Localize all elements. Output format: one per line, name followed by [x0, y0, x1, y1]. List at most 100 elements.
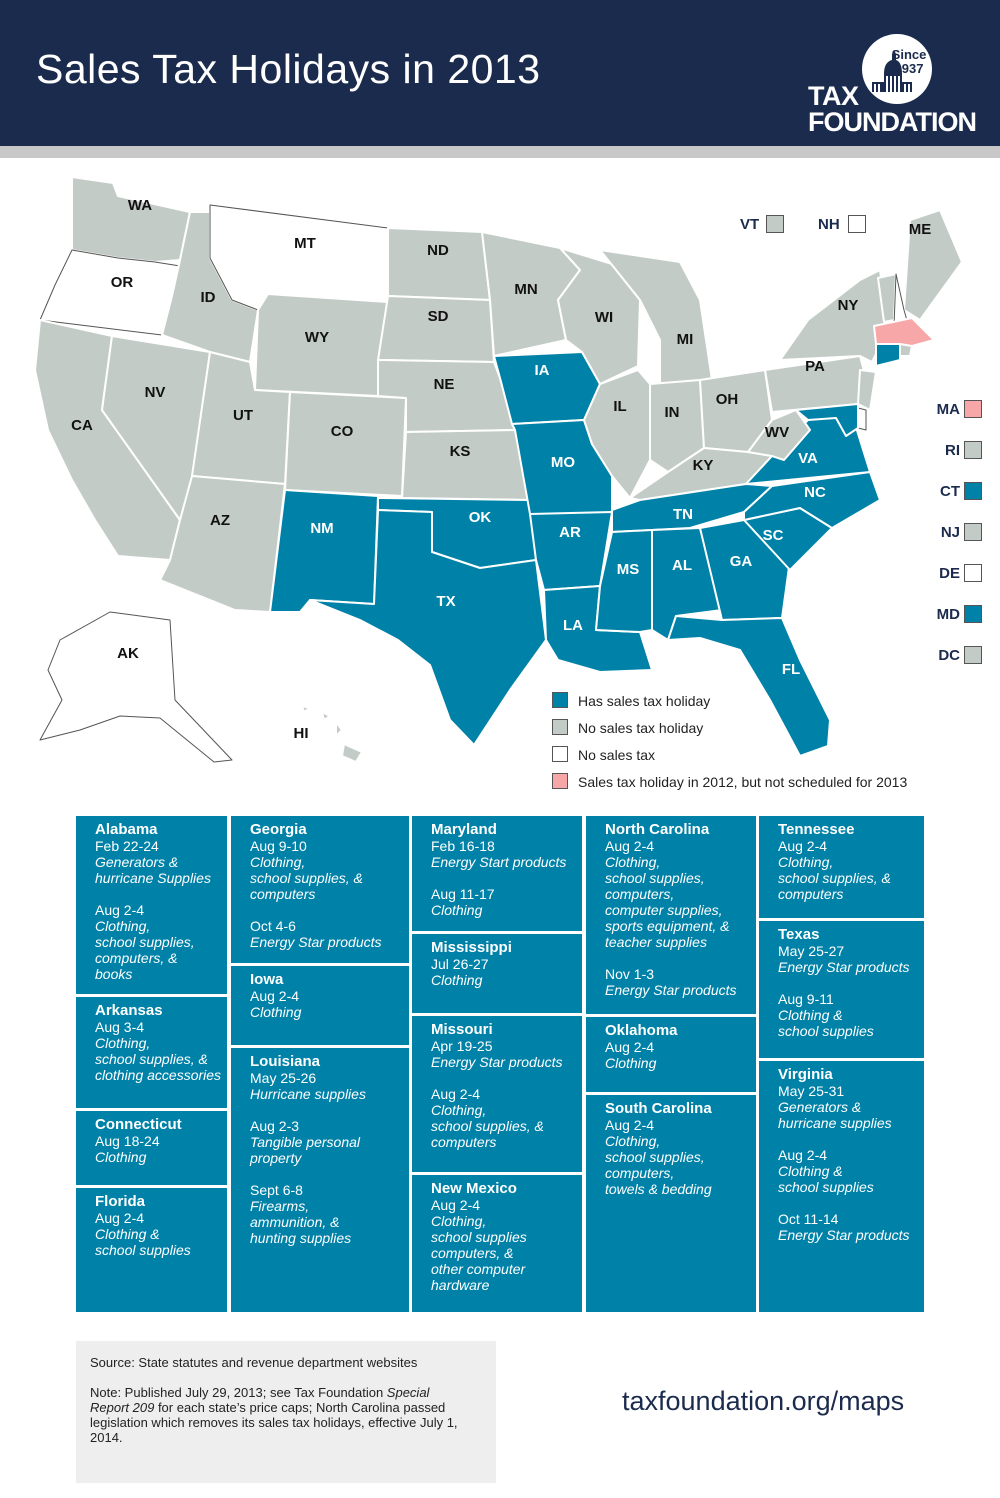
state-label-WI: WI — [595, 309, 613, 326]
state-label-HI: HI — [294, 725, 309, 742]
holiday-date: Aug 2-4 — [431, 1086, 481, 1102]
state-label-NY: NY — [838, 297, 859, 314]
page-title: Sales Tax Holidays in 2013 — [36, 46, 541, 92]
state-label-KS: KS — [450, 443, 471, 460]
holiday-date: May 25-31 — [778, 1083, 845, 1099]
state-label-WY: WY — [305, 329, 329, 346]
state-labels: WA OR CA NV ID MT WY UT AZ CO NM ND SD NE KS OK TX MN IA MO… — [71, 197, 931, 742]
swatch-label: DC — [938, 647, 960, 664]
holiday-item: school supplies, & — [778, 870, 891, 886]
holiday-item: Clothing — [431, 902, 483, 918]
state-KS[interactable] — [401, 429, 531, 501]
state-label-NE: NE — [434, 376, 455, 393]
state-NM[interactable] — [269, 489, 379, 613]
holiday-date: Feb 16-18 — [431, 838, 495, 854]
holiday-date: Aug 9-11 — [778, 991, 834, 1007]
state-WA[interactable] — [71, 176, 191, 263]
state-label-ME: ME — [909, 221, 932, 238]
holiday-state-name: South Carolina — [605, 1100, 712, 1117]
holiday-date: Oct 11-14 — [778, 1211, 839, 1227]
state-AK[interactable] — [39, 611, 233, 763]
holiday-state-name: Alabama — [95, 821, 158, 838]
holiday-date: Aug 2-4 — [605, 1117, 655, 1133]
holiday-card-virginia: Virginia May 25-31 Generators & hurricane s… — [759, 1061, 924, 1312]
holiday-date: Aug 2-4 — [95, 902, 145, 918]
state-NY[interactable] — [779, 269, 889, 363]
holiday-item: books — [95, 966, 133, 982]
state-ME[interactable] — [903, 209, 963, 321]
holiday-state-name: Tennessee — [778, 821, 855, 838]
holiday-item: school supplies, — [605, 870, 705, 886]
swatch-box — [964, 564, 982, 582]
holiday-item: computers, — [605, 886, 675, 902]
holiday-card-north-carolina: North Carolina Aug 2-4 Clothing, school sup… — [586, 816, 756, 1014]
state-label-UT: UT — [233, 407, 253, 424]
holiday-item: school supplies, — [605, 1149, 705, 1165]
holiday-date: Aug 9-10 — [250, 838, 307, 854]
holiday-item: computers — [431, 1134, 497, 1150]
header-divider — [0, 146, 1000, 158]
holiday-date: Nov 1-3 — [605, 966, 655, 982]
holiday-item: Clothing & — [95, 1226, 160, 1242]
state-NC[interactable] — [743, 471, 881, 529]
state-CT[interactable] — [875, 343, 901, 367]
holiday-card-missouri: Missouri Apr 19-25 Energy Star products Aug… — [412, 1016, 582, 1172]
state-NJ[interactable] — [857, 369, 877, 411]
website-link[interactable]: taxfoundation.org/maps — [622, 1386, 905, 1416]
state-OR[interactable] — [39, 249, 181, 336]
holiday-state-name: Iowa — [250, 971, 284, 988]
state-TX[interactable] — [309, 509, 547, 746]
state-label-AL: AL — [672, 557, 692, 574]
holiday-item: computers — [250, 886, 316, 902]
holiday-state-name: Arkansas — [95, 1002, 163, 1019]
logo-since: Since 1937 — [891, 47, 927, 76]
state-label-GA: GA — [730, 553, 753, 570]
logo-line-foundation: FOUNDATION — [808, 107, 977, 137]
holiday-item: Clothing & — [778, 1163, 843, 1179]
legend-label: No sales tax — [578, 747, 656, 763]
holiday-item: Generators & — [95, 854, 179, 870]
holiday-item: other computer — [431, 1261, 526, 1277]
swatch-NJ: NJ — [926, 523, 986, 543]
state-label-MS: MS — [617, 561, 640, 578]
swatch-box — [964, 605, 982, 623]
holiday-date: Aug 2-3 — [250, 1118, 300, 1134]
holiday-item: computers, — [605, 1165, 675, 1181]
state-FL[interactable] — [667, 615, 831, 757]
state-CO[interactable] — [284, 391, 407, 497]
state-label-FL: FL — [782, 661, 800, 678]
state-label-NV: NV — [145, 384, 166, 401]
holiday-item: school supplies, — [95, 934, 195, 950]
holiday-date: Feb 22-24 — [95, 838, 159, 854]
state-RI[interactable] — [899, 343, 913, 357]
header-banner: Sales Tax Holidays in 2013 Since 1937 TA… — [0, 0, 1000, 146]
holiday-item: Tangible personal — [250, 1134, 361, 1150]
holiday-item: Clothing, — [605, 854, 661, 870]
state-HI[interactable] — [301, 705, 363, 763]
state-label-WV: WV — [765, 424, 789, 441]
state-label-SD: SD — [428, 308, 449, 325]
state-SD[interactable] — [377, 295, 495, 363]
holiday-item: Clothing, — [431, 1213, 487, 1229]
holiday-item: hardware — [431, 1277, 490, 1293]
state-DE[interactable] — [857, 407, 867, 431]
holiday-item: Clothing, — [431, 1102, 487, 1118]
holiday-date: Aug 3-4 — [95, 1019, 145, 1035]
state-label-MT: MT — [294, 235, 316, 252]
holiday-item: Energy Start products — [431, 854, 567, 870]
state-ND[interactable] — [387, 227, 491, 301]
state-MD[interactable] — [795, 403, 859, 437]
legend-swatch — [552, 773, 568, 789]
holiday-item: Energy Star products — [778, 959, 910, 975]
legend-item: No sales tax holiday — [550, 717, 950, 737]
state-MA[interactable] — [873, 317, 935, 347]
holiday-item: school supplies — [431, 1229, 527, 1245]
holiday-state-name: Mississippi — [431, 939, 512, 956]
holiday-state-name: Florida — [95, 1193, 146, 1210]
state-MT[interactable] — [209, 204, 389, 311]
swatch-box — [848, 215, 866, 233]
state-label-NM: NM — [310, 520, 333, 537]
holiday-date: May 25-27 — [778, 943, 845, 959]
state-label-WA: WA — [128, 197, 152, 214]
holiday-state-name: Maryland — [431, 821, 497, 838]
